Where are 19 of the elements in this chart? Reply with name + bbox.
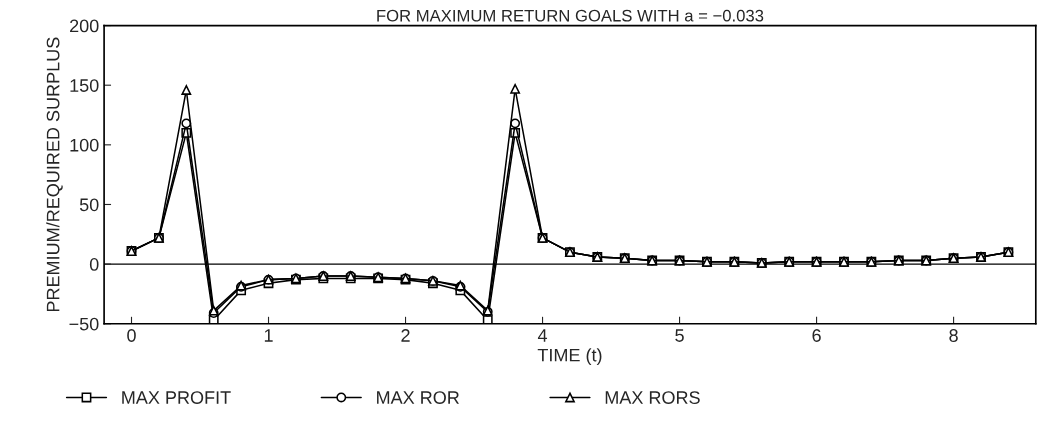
- x-tick-label: 0: [127, 329, 136, 342]
- y-tick-label: 100: [70, 138, 99, 152]
- x-tick-label: 1: [264, 329, 273, 342]
- legend-label: MAX PROFIT: [122, 391, 231, 404]
- x-axis-title: TIME (t): [537, 348, 602, 366]
- x-tick-label: 6: [812, 329, 821, 342]
- y-tick-label: 150: [70, 79, 99, 92]
- y-tick-label: 50: [79, 198, 99, 212]
- x-tick-label: 2: [401, 329, 410, 342]
- chart-title: FOR MAXIMUM RETURN GOALS WITH a = −0.033: [377, 9, 764, 22]
- x-tick-label: 4: [537, 329, 548, 342]
- y-tick-label: −50: [69, 317, 99, 331]
- y-tick-label: 0: [89, 258, 99, 271]
- x-tick-label: 5: [675, 329, 684, 342]
- x-tick-label: 8: [949, 329, 958, 342]
- y-axis-title: PREMIUM/REQUIRED SURPLUS: [46, 37, 63, 312]
- legend-label: MAX ROR: [377, 391, 459, 404]
- y-tick-label: 200: [70, 19, 99, 33]
- legend-label: MAX RORS: [605, 391, 700, 404]
